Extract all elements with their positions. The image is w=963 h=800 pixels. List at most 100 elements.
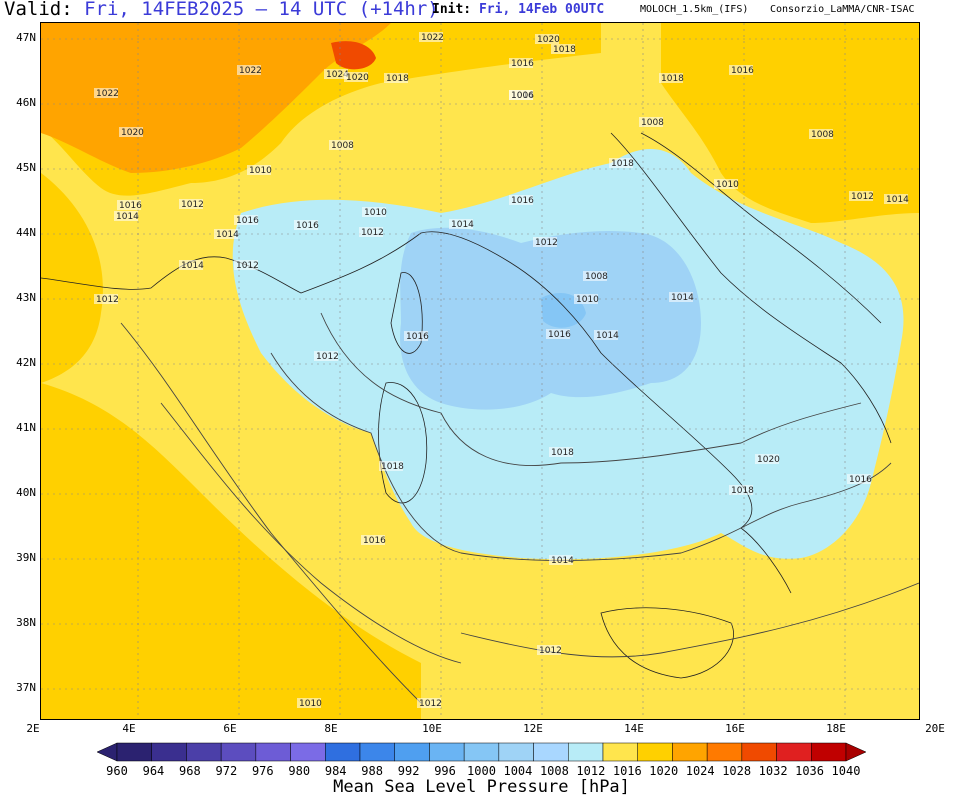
isobar-label-bg	[884, 194, 908, 204]
field-1016-south	[461, 583, 919, 719]
field-1024-alps	[331, 41, 376, 70]
colorbar-label: 1032	[758, 764, 788, 778]
isobar-label: 1008	[331, 141, 354, 151]
isobar-label-bg	[509, 195, 533, 205]
colorbar-label: 1016	[612, 764, 642, 778]
isobar-label: 1012	[539, 646, 562, 656]
isobar-label-bg	[404, 331, 428, 341]
isobar-label-bg	[809, 129, 833, 139]
colorbar-label: 1024	[685, 764, 715, 778]
isobar-label: 1016	[363, 536, 386, 546]
colorbar-segment	[463, 742, 500, 762]
isobar-label-bg	[214, 229, 238, 239]
isobar-label-bg	[117, 200, 141, 210]
colorbar-arrow-right	[845, 742, 866, 762]
isobar-label: 1018	[551, 448, 574, 458]
colorbar-segment	[325, 742, 361, 762]
isobar-label: 1016	[296, 221, 319, 231]
isobar-label: 1022	[96, 89, 119, 99]
isobar-label: 1012	[361, 228, 384, 238]
isobar-label-bg	[179, 260, 203, 270]
colorbar-segment	[116, 742, 152, 762]
valid-time: Valid: Fri, 14FEB2025 – 14 UTC (+14hr)	[4, 0, 439, 20]
lat-label: 41N	[16, 421, 36, 434]
valid-value: Fri, 14FEB2025 – 14 UTC (+14hr)	[84, 0, 439, 20]
isobar-label-bg	[509, 58, 533, 68]
isobar-label: 1014	[451, 220, 474, 230]
lon-label: 12E	[523, 722, 543, 735]
isobar-label-bg	[361, 535, 385, 545]
lon-label: 18E	[826, 722, 846, 735]
isobar-1010	[320, 312, 862, 466]
field-1018-southwest	[41, 383, 421, 719]
isobar-label: 1016	[548, 330, 571, 340]
isobar-label: 1022	[239, 66, 262, 76]
lon-label: 20E	[925, 722, 945, 735]
lat-label: 42N	[16, 356, 36, 369]
isobar-label: 1016	[511, 196, 534, 206]
isobar-label: 1016	[849, 475, 872, 485]
isobar-label-bg	[234, 260, 258, 270]
isobar-label: 1018	[731, 486, 754, 496]
lon-label: 14E	[624, 722, 644, 735]
lat-label: 47N	[16, 31, 36, 44]
isobar-label: 1016	[511, 59, 534, 69]
colorbar-label: 996	[434, 764, 456, 778]
isobar-label-bg	[574, 294, 598, 304]
isobar-label: 1020	[121, 128, 144, 138]
pressure-map: 1022102010221022102410201018101610141020…	[40, 22, 920, 720]
lat-label: 39N	[16, 551, 36, 564]
isobar-label: 1010	[576, 295, 599, 305]
isobar-label-bg	[297, 698, 321, 708]
isobar-label-bg	[549, 555, 573, 565]
isobar-label-bg	[234, 215, 258, 225]
isobar-label: 1016	[406, 332, 429, 342]
isobar-label-bg	[419, 32, 443, 42]
valid-label: Valid:	[4, 0, 73, 20]
map-header: Valid: Fri, 14FEB2025 – 14 UTC (+14hr) I…	[0, 0, 963, 22]
colorbar-segment	[568, 742, 604, 762]
isobar-labels: 1022102010221022102410201018101610141020…	[94, 32, 909, 709]
lon-label: 10E	[422, 722, 442, 735]
isobar-label-bg	[179, 199, 203, 209]
colorbar-title: Mean Sea Level Pressure [hPa]	[333, 777, 630, 797]
field-1018-northeast	[661, 23, 919, 223]
isobar-label-bg	[509, 90, 533, 100]
isobar-label-bg	[537, 645, 561, 655]
sicily-coast	[600, 607, 734, 679]
colorbar-segment	[533, 742, 569, 762]
isobar-label: 1010	[299, 699, 322, 709]
isobar-label: 1018	[381, 462, 404, 472]
isobar-label: 1014	[596, 331, 619, 341]
colorbar-label: 980	[288, 764, 311, 778]
isobar-label-bg	[329, 140, 353, 150]
isobar-label-bg	[379, 461, 403, 471]
adriatic-east-coast	[640, 132, 882, 324]
isobar-label: 1018	[386, 74, 409, 84]
isobar-label-bg	[729, 485, 753, 495]
map-canvas: 1022102010221022102410201018101610141020…	[41, 23, 919, 719]
lat-label: 44N	[16, 226, 36, 239]
colorbar-label: 1000	[467, 764, 496, 778]
corsica-coast	[390, 272, 423, 354]
isobar-label-bg	[549, 447, 573, 457]
isobar-label-bg	[755, 454, 779, 464]
colorbar-label: 1028	[722, 764, 752, 778]
isobar-label: 1014	[181, 261, 204, 271]
isobar-label-bg	[449, 219, 473, 229]
isobar-label-bg	[594, 330, 618, 340]
isobar-label: 1018	[611, 159, 634, 169]
colorbar-segment	[290, 742, 326, 762]
isobar-label-bg	[669, 292, 693, 302]
isobar-label: 1020	[537, 35, 560, 45]
isobar-label-bg	[583, 271, 607, 281]
lat-label: 46N	[16, 96, 36, 109]
isobar-label-bg	[94, 294, 118, 304]
lat-label: 38N	[16, 616, 36, 629]
colorbar-segment	[706, 742, 743, 762]
colorbar-segment	[776, 742, 812, 762]
isobar-label: 1012	[535, 238, 558, 248]
isobar-label: 1020	[757, 455, 780, 465]
isobar-label-bg	[849, 191, 873, 201]
colorbar-label: 988	[361, 764, 383, 778]
